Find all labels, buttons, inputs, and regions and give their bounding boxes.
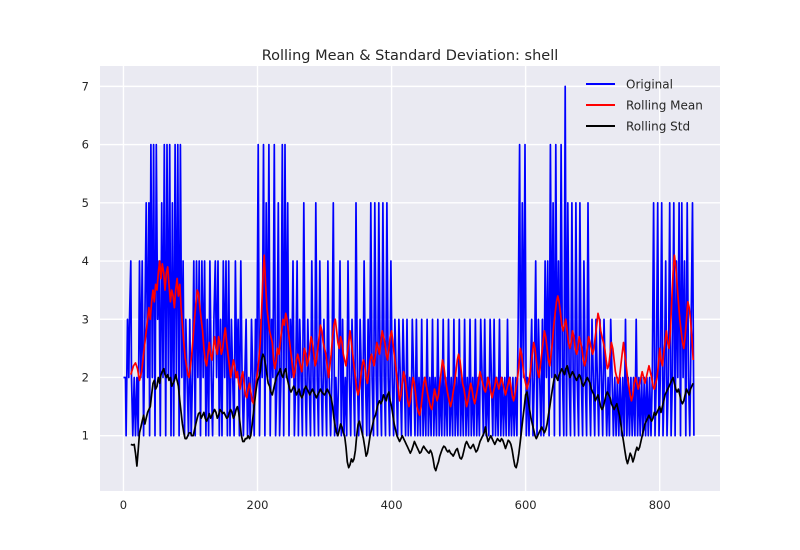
- legend-label-rolling-std: Rolling Std: [626, 120, 690, 134]
- series-line-rolling-mean: [129, 254, 695, 417]
- x-tick-label: 200: [247, 498, 269, 512]
- chart-title: Rolling Mean & Standard Deviation: shell: [262, 48, 559, 64]
- y-tick-label: 4: [82, 254, 89, 268]
- y-tick-label: 3: [82, 312, 89, 326]
- y-tick-label: 2: [82, 370, 89, 384]
- x-tick-label: 800: [649, 498, 671, 512]
- series-layer: [123, 85, 695, 472]
- legend-label-rolling-mean: Rolling Mean: [626, 99, 703, 113]
- x-tick-label: 0: [120, 498, 127, 512]
- x-axis: 0 200 400 600 800: [120, 498, 671, 512]
- y-tick-label: 5: [82, 196, 89, 210]
- y-tick-label: 6: [82, 138, 89, 152]
- y-tick-label: 1: [82, 429, 89, 443]
- y-tick-label: 7: [82, 79, 89, 93]
- x-tick-label: 600: [515, 498, 537, 512]
- series-line-rolling-std: [130, 353, 694, 472]
- x-tick-label: 400: [381, 498, 403, 512]
- legend-label-original: Original: [626, 78, 673, 92]
- legend: Original Rolling Mean Rolling Std: [586, 78, 703, 134]
- y-axis: 1 2 3 4 5 6 7: [82, 79, 89, 442]
- series-line-original: [123, 85, 695, 437]
